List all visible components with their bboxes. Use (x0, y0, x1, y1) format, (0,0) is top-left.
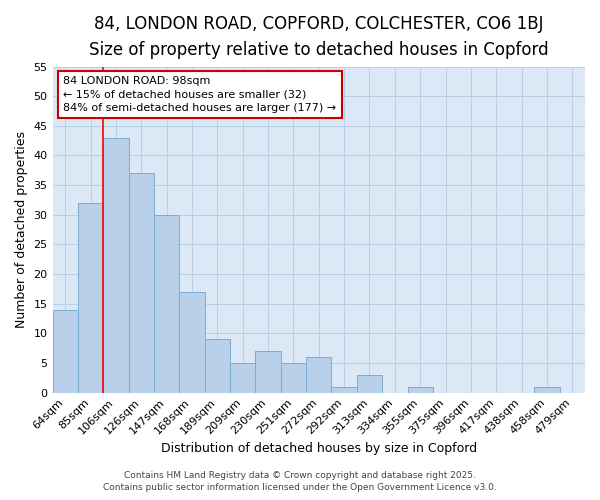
Bar (331, 386, 357, 392)
X-axis label: Distribution of detached houses by size in Copford: Distribution of detached houses by size … (161, 442, 477, 455)
Bar (154, 214, 179, 392)
Bar (534, 386, 560, 392)
Bar (103, 138, 128, 392)
Bar (205, 339, 230, 392)
Bar (281, 363, 306, 392)
Bar (230, 363, 256, 392)
Text: 84 LONDON ROAD: 98sqm
← 15% of detached houses are smaller (32)
84% of semi-deta: 84 LONDON ROAD: 98sqm ← 15% of detached … (63, 76, 337, 112)
Bar (53, 310, 78, 392)
Bar (179, 292, 205, 392)
Bar (357, 375, 382, 392)
Bar (128, 173, 154, 392)
Title: 84, LONDON ROAD, COPFORD, COLCHESTER, CO6 1BJ
Size of property relative to detac: 84, LONDON ROAD, COPFORD, COLCHESTER, CO… (89, 15, 548, 60)
Text: Contains HM Land Registry data © Crown copyright and database right 2025.
Contai: Contains HM Land Registry data © Crown c… (103, 471, 497, 492)
Bar (306, 357, 331, 392)
Bar (407, 386, 433, 392)
Y-axis label: Number of detached properties: Number of detached properties (15, 131, 28, 328)
Bar (78, 203, 103, 392)
Bar (256, 351, 281, 393)
